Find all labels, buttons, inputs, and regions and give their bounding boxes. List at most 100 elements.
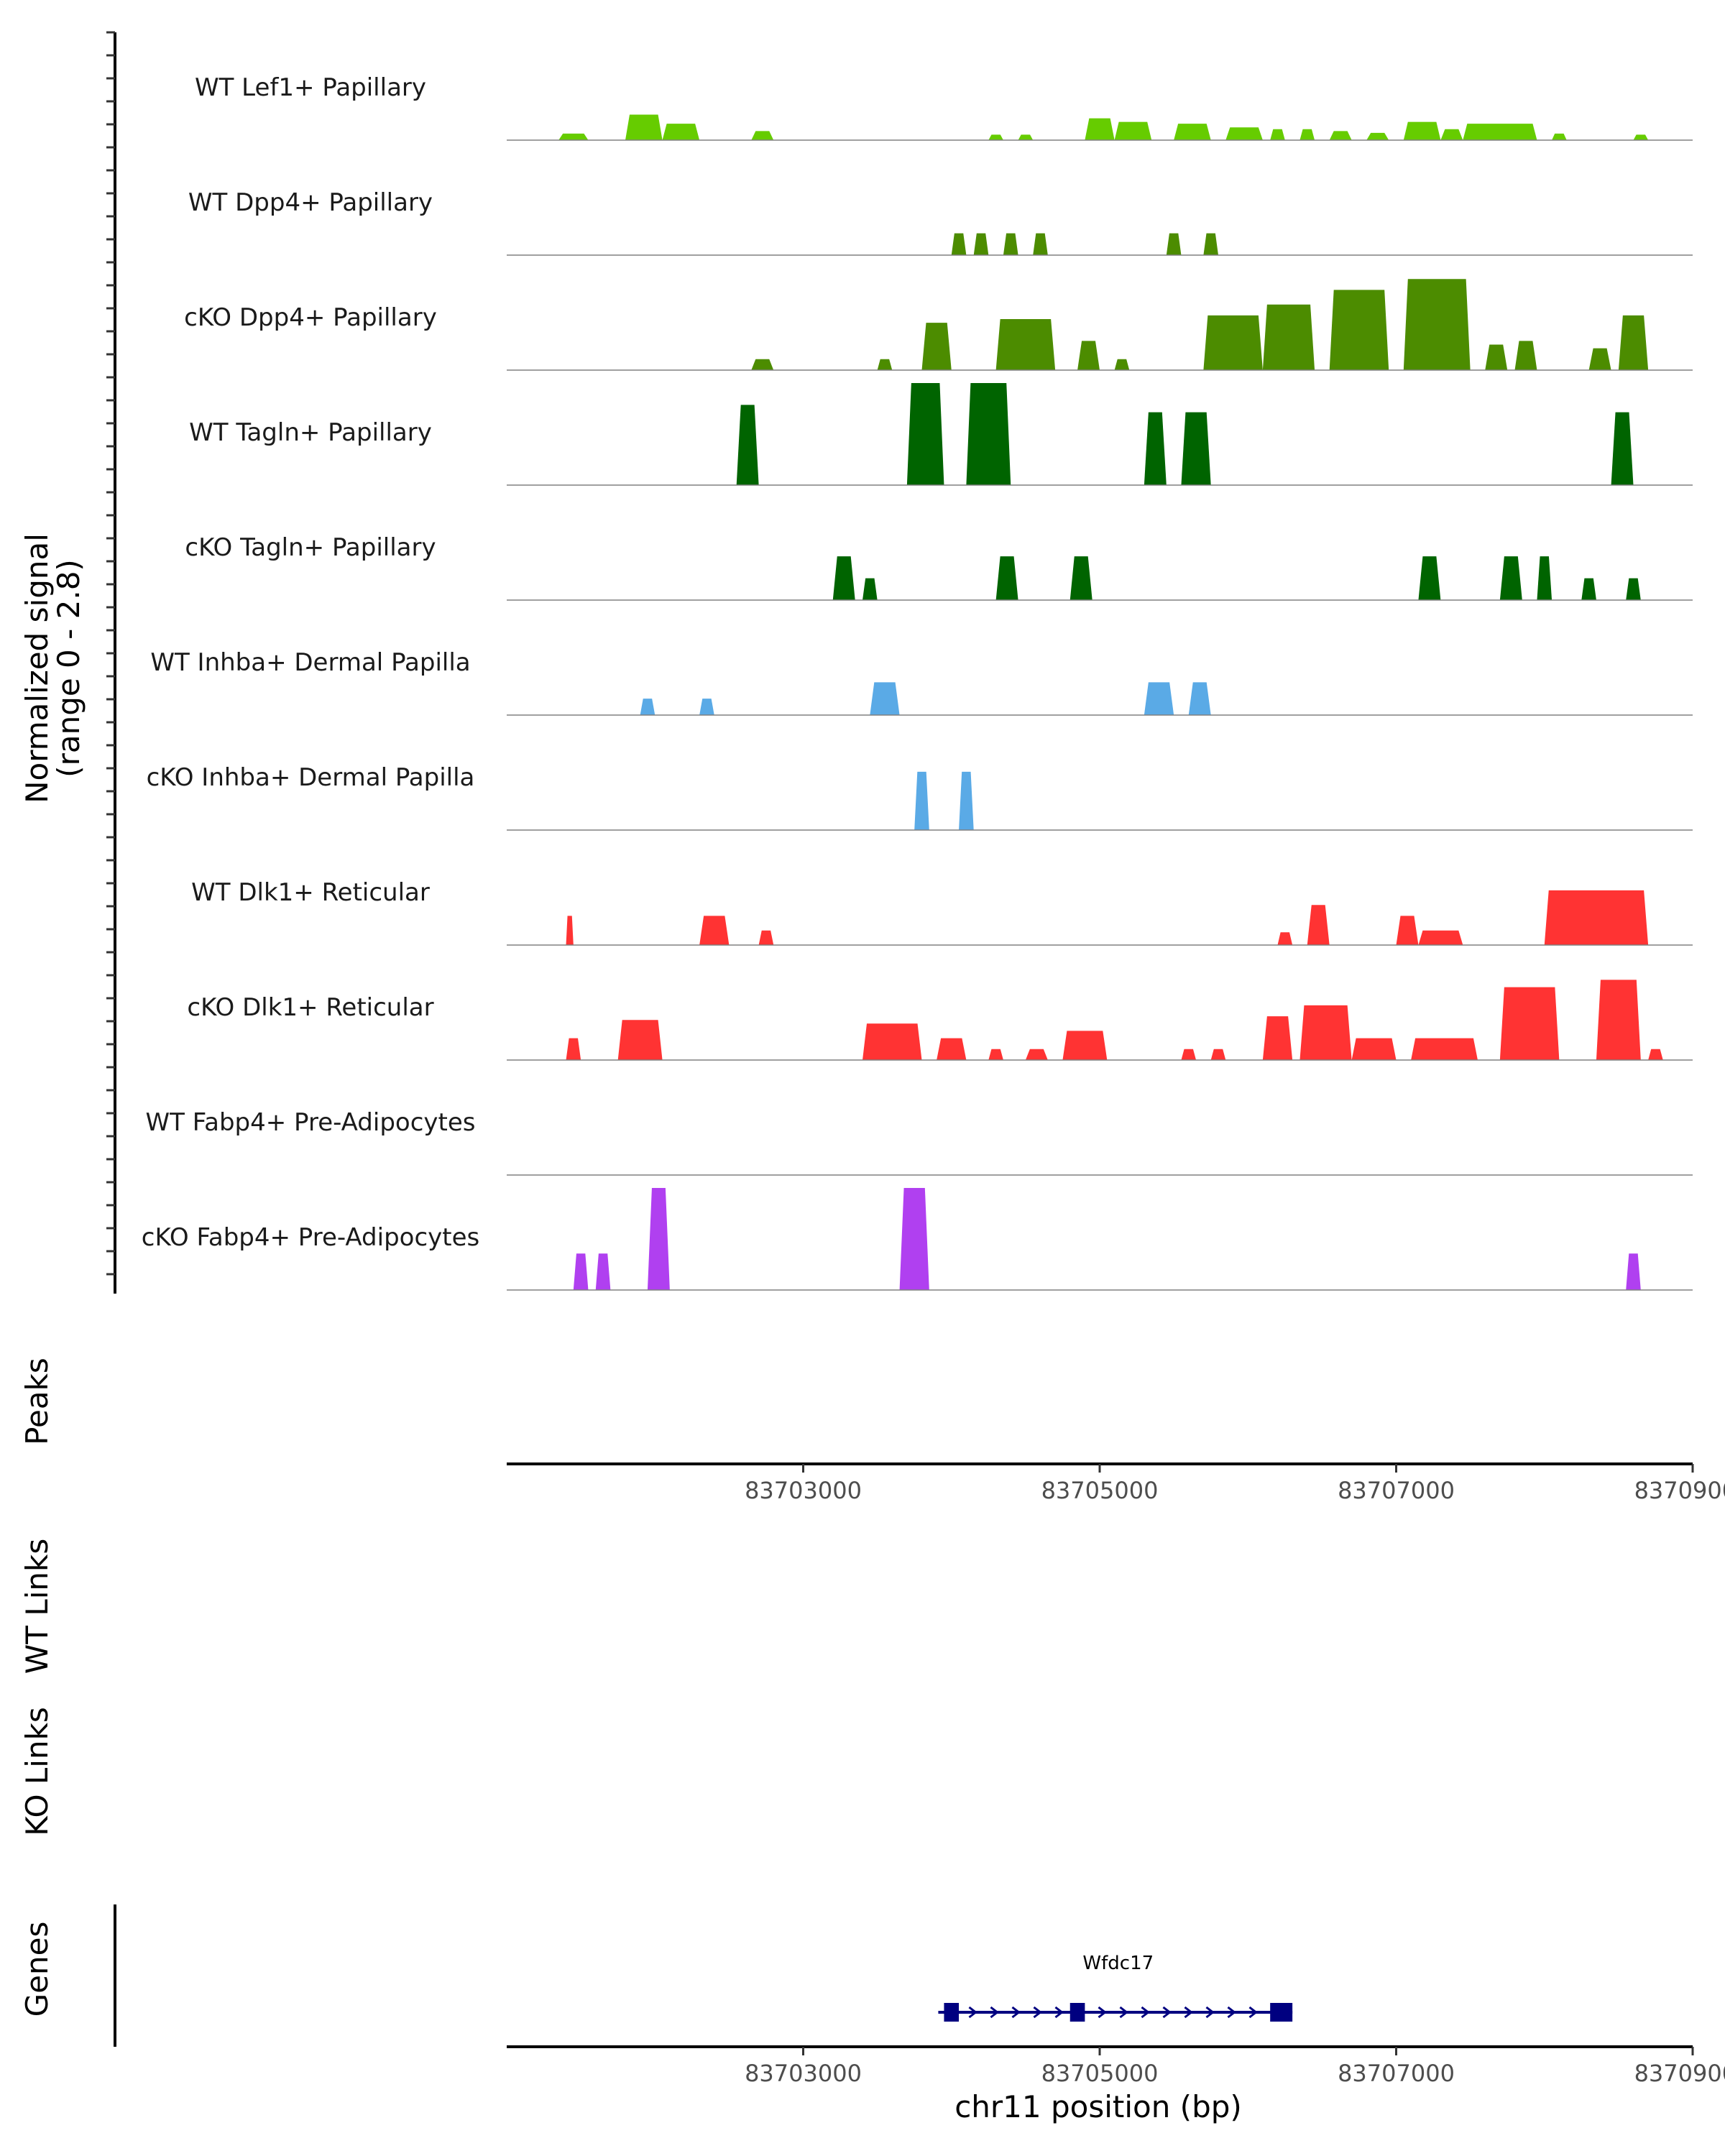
x-axis: 83703000 83705000 83707000 83709000 (507, 2045, 1725, 2087)
coverage-peak (914, 771, 929, 830)
coverage-peak (1210, 1049, 1226, 1060)
gene-track: Wfdc17 (938, 1953, 1293, 2022)
coverage-peak (1270, 129, 1285, 140)
coverage-peak (1262, 1016, 1293, 1060)
coverage-peak (1626, 578, 1641, 600)
x-axes: 8370300083705000837070008370900083703000… (507, 1462, 1725, 2087)
coverage-peak (1018, 134, 1034, 140)
coverage-peak (1144, 682, 1174, 715)
coverage-peak (1418, 930, 1463, 945)
x-tick-label: 83703000 (745, 2060, 862, 2087)
coverage-peak (937, 1038, 967, 1060)
coverage-peak (1626, 1253, 1641, 1290)
coverage-peak (1499, 556, 1522, 600)
coverage-peak (899, 1188, 929, 1290)
track: WT Lef1+ Papillary (195, 73, 1693, 141)
coverage-peak (1581, 578, 1596, 600)
coverage-peak (832, 556, 855, 600)
coverage-peak (1485, 344, 1508, 370)
coverage-peak (1025, 1049, 1048, 1060)
track-label: WT Inhba+ Dermal Papilla (150, 648, 470, 677)
x-tick-label: 83707000 (1338, 1477, 1455, 1504)
coverage-tracks: WT Lef1+ Papillary WT Dpp4+ Papillary cKO … (142, 73, 1693, 1291)
coverage-peak (1114, 121, 1152, 140)
x-tick-label: 83705000 (1041, 1477, 1159, 1504)
coverage-peak (1166, 233, 1182, 255)
coverage-peak (1396, 916, 1419, 945)
x-tick-label: 83709000 (1634, 1477, 1725, 1504)
coverage-peak (1611, 412, 1634, 485)
coverage-peak (1418, 556, 1441, 600)
coverage-peak (951, 233, 967, 255)
coverage-peak (699, 916, 730, 945)
strand-arrow (1141, 2006, 1150, 2019)
coverage-peak (1633, 134, 1649, 140)
x-tick-label: 83709000 (1634, 2060, 1725, 2087)
gene-exon (1070, 2003, 1085, 2022)
track-label: WT Lef1+ Papillary (195, 73, 426, 102)
coverage-peak (966, 383, 1011, 485)
coverage-peak (1300, 129, 1315, 140)
track-label: cKO Dlk1+ Reticular (187, 993, 433, 1022)
x-tick-label: 83707000 (1338, 2060, 1455, 2087)
track: WT Tagln+ Papillary (189, 383, 1693, 486)
panel-label: Genes (19, 1922, 55, 2017)
y-axis-range: (range 0 - 2.8) (51, 559, 86, 778)
track: WT Inhba+ Dermal Papilla (150, 648, 1693, 716)
signal-y-axis (106, 31, 116, 1294)
strand-arrow (1119, 2006, 1128, 2019)
strand-arrow (1205, 2006, 1215, 2019)
gene-exon (1270, 2003, 1293, 2022)
coverage-peak (1144, 412, 1167, 485)
coverage-peak (1463, 124, 1537, 140)
coverage-peak (751, 359, 774, 370)
track: WT Dlk1+ Reticular (191, 878, 1693, 946)
coverage-peak (640, 699, 656, 715)
coverage-peak (921, 323, 952, 370)
track-label: cKO Inhba+ Dermal Papilla (147, 763, 475, 792)
coverage-peak (1077, 341, 1100, 370)
coverage-peak (1277, 932, 1293, 945)
track-label: cKO Tagln+ Papillary (185, 533, 436, 562)
coverage-peak (1262, 304, 1315, 370)
coverage-peak (1307, 905, 1330, 945)
strand-arrow (1227, 2006, 1236, 2019)
gene-label: Wfdc17 (1082, 1953, 1154, 1974)
panel-label: WT Links (19, 1539, 55, 1674)
coverage-peak (1329, 131, 1352, 140)
coverage-peak (995, 319, 1056, 370)
coverage-peak (995, 556, 1018, 600)
coverage-peak (1181, 1049, 1197, 1060)
coverage-peak (1203, 315, 1263, 370)
track: WT Dpp4+ Papillary (188, 188, 1693, 256)
coverage-peak (625, 114, 663, 140)
track: cKO Inhba+ Dermal Papilla (147, 763, 1693, 831)
y-axis-title: Normalized signal (19, 533, 55, 803)
track-label: WT Tagln+ Papillary (189, 418, 432, 447)
strand-arrow (1054, 2006, 1064, 2019)
coverage-peak (1499, 987, 1560, 1060)
x-axis: 83703000 83705000 83707000 83709000 (507, 1462, 1725, 1504)
strand-arrow (1011, 2006, 1021, 2019)
strand-arrow (1098, 2006, 1107, 2019)
track: cKO Tagln+ Papillary (185, 533, 1693, 601)
coverage-peak (1203, 233, 1218, 255)
coverage-peak (617, 1020, 663, 1060)
coverage-peak (1648, 1049, 1663, 1060)
track-label: WT Dpp4+ Papillary (188, 188, 433, 217)
coverage-peak (1514, 341, 1537, 370)
coverage-peak (1114, 359, 1130, 370)
coverage-peak (736, 405, 759, 485)
coverage-peak (1403, 279, 1471, 370)
track-label: cKO Dpp4+ Papillary (184, 303, 437, 332)
coverage-peak (862, 1023, 922, 1060)
coverage-peak (1225, 127, 1263, 140)
coverage-peak (595, 1253, 611, 1290)
coverage-peak (1537, 556, 1552, 600)
track: cKO Fabp4+ Pre-Adipocytes (142, 1188, 1693, 1291)
coverage-peak (988, 1049, 1003, 1060)
coverage-peak (877, 359, 893, 370)
coverage-peak (758, 930, 774, 945)
coverage-peak (573, 1253, 589, 1290)
coverage-peak (1070, 556, 1092, 600)
